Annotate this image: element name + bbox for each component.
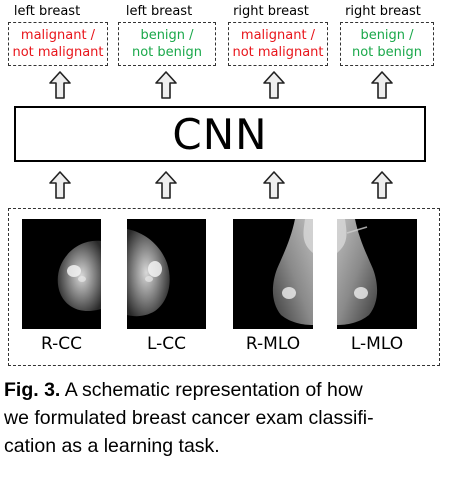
- output-label-3-line1: malignant /: [240, 28, 316, 43]
- input-images-frame: [8, 208, 440, 366]
- view-label-l-mlo: L-MLO: [350, 334, 404, 354]
- output-box-1: malignant / not malignant: [8, 22, 108, 66]
- up-arrow-icon: [370, 170, 394, 200]
- mammogram-r-mlo: [233, 219, 313, 329]
- mammogram-l-cc: [127, 219, 206, 329]
- output-header-2: left breast: [125, 4, 193, 19]
- up-arrow-icon: [370, 70, 394, 100]
- caption-line-3: cation as a learning task.: [4, 435, 220, 457]
- up-arrow-icon: [154, 70, 178, 100]
- output-label-2-line2: not benign: [131, 45, 202, 60]
- cnn-label: CNN: [172, 109, 268, 159]
- cnn-box: CNN: [14, 106, 426, 162]
- mammogram-l-mlo: [337, 219, 417, 329]
- view-label-r-mlo: R-MLO: [245, 334, 301, 354]
- caption-line-2: we formulated breast cancer exam classif…: [4, 407, 374, 429]
- up-arrow-icon: [262, 70, 286, 100]
- mammogram-r-cc: [22, 219, 101, 329]
- caption-line-1: Fig. 3. A schematic representation of ho…: [4, 376, 454, 404]
- output-header-3: right breast: [233, 4, 309, 19]
- up-arrow-icon: [154, 170, 178, 200]
- output-label-3-line2: not malignant: [232, 45, 324, 60]
- output-box-3: malignant / not malignant: [228, 22, 328, 66]
- figure-caption: Fig. 3. A schematic representation of ho…: [4, 376, 454, 460]
- output-header-4: right breast: [345, 4, 421, 19]
- output-header-1: left breast: [13, 4, 81, 19]
- up-arrow-icon: [48, 70, 72, 100]
- output-box-2: benign / not benign: [118, 22, 216, 66]
- output-box-4: benign / not benign: [340, 22, 434, 66]
- output-label-4-line1: benign /: [360, 28, 414, 43]
- up-arrow-icon: [262, 170, 286, 200]
- view-label-l-cc: L-CC: [146, 334, 187, 354]
- output-label-1-line1: malignant /: [20, 28, 96, 43]
- caption-line-1-text: A schematic representation of how: [64, 379, 363, 401]
- output-label-1-line2: not malignant: [12, 45, 104, 60]
- view-label-r-cc: R-CC: [41, 334, 82, 354]
- output-label-2-line1: benign /: [140, 28, 194, 43]
- caption-fig-label: Fig. 3.: [4, 379, 61, 401]
- output-label-4-line2: not benign: [351, 45, 422, 60]
- up-arrow-icon: [48, 170, 72, 200]
